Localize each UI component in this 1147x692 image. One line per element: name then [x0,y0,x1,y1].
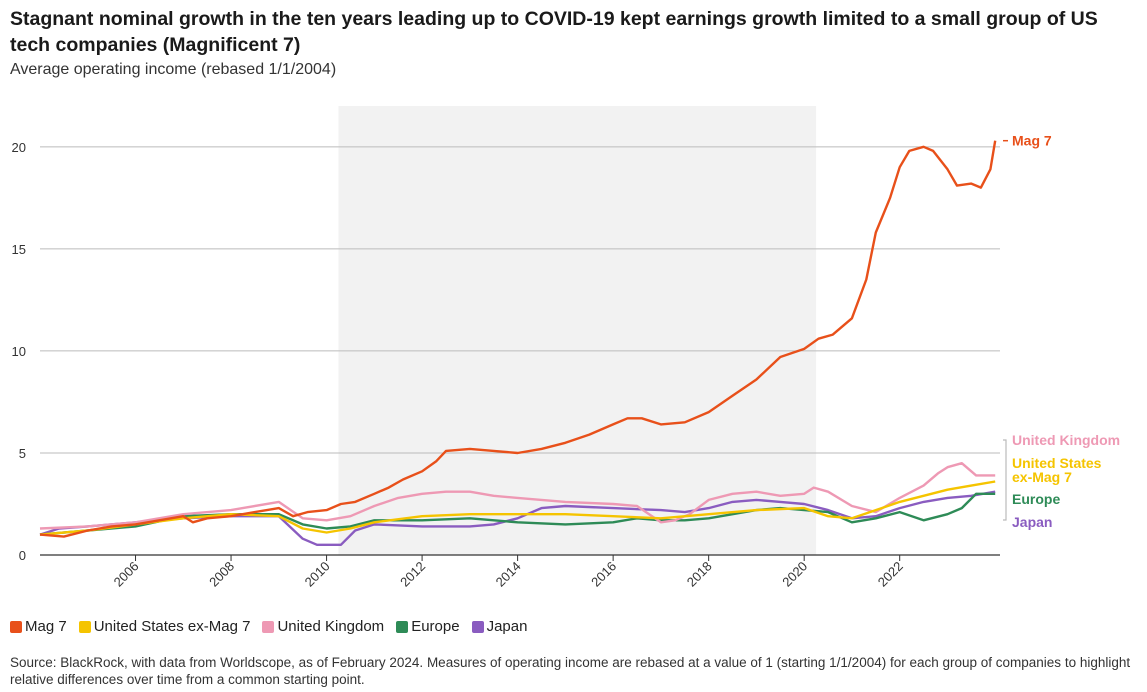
legend-label: Mag 7 [25,618,67,635]
end-label-uk: United Kingdom [1012,432,1120,448]
legend-item-us_ex: United States ex-Mag 7 [78,618,251,635]
legend-item-europe: Europe [396,618,460,635]
y-tick-label: 15 [12,242,26,257]
legend-label: Japan [486,618,528,635]
y-tick-label: 20 [12,140,26,155]
chart-subtitle: Average operating income (rebased 1/1/20… [10,61,337,78]
y-tick-label: 10 [12,344,26,359]
legend-swatch [396,620,409,633]
series-line-us_ex [39,480,996,536]
source-note: Source: BlackRock, with data from Worlds… [10,655,1131,687]
x-tick-label: 2008 [206,559,237,590]
x-tick-label: 2010 [302,559,333,590]
legend-swatch [471,620,484,633]
end-label-bracket [1003,439,1007,521]
x-tick-label: 2016 [588,559,619,590]
chart-title: Stagnant nominal growth in the ten years… [10,8,1098,56]
x-tick-label: 2022 [875,559,906,590]
legend-label: United States ex-Mag 7 [93,618,251,635]
x-axis-ticks: 2006 2008 2010 2012 2014 2016 2018 2020 2022 [111,555,906,590]
end-labels: Mag 7 United Kingdom United States ex-Mag 7… [1003,133,1120,530]
x-tick-label: 2006 [111,559,142,590]
series-lines [39,140,997,546]
end-label-mag7: Mag 7 [1012,133,1052,149]
legend-item-mag7: Mag 7 [10,618,67,635]
end-label-japan: Japan [1012,514,1052,530]
line-chart: 0 5 10 15 20 2006 2008 2010 2012 2014 2016 2018 202… [12,106,1120,590]
y-axis-ticks: 0 5 10 15 20 [12,140,26,563]
y-tick-label: 5 [19,446,26,461]
legend-swatch [78,620,91,633]
legend-item-japan: Japan [471,618,528,635]
x-tick-label: 2012 [397,559,428,590]
series-line-uk [39,462,996,530]
shaded-period [338,106,817,555]
legend-swatch [262,620,275,633]
legend-swatch [10,620,22,633]
y-tick-label: 0 [19,548,26,563]
series-line-mag7 [39,140,997,538]
x-tick-label: 2020 [779,559,810,590]
end-label-europe: Europe [1012,491,1060,507]
x-tick-label: 2018 [684,559,715,590]
legend: Mag 7 United States ex-Mag 7 United Kingdo… [10,618,533,635]
legend-item-uk: United Kingdom [262,618,384,635]
series-line-europe [39,492,996,536]
x-tick-label: 2014 [493,559,524,590]
legend-label: Europe [411,618,460,635]
legend-label: United Kingdom [277,618,385,635]
